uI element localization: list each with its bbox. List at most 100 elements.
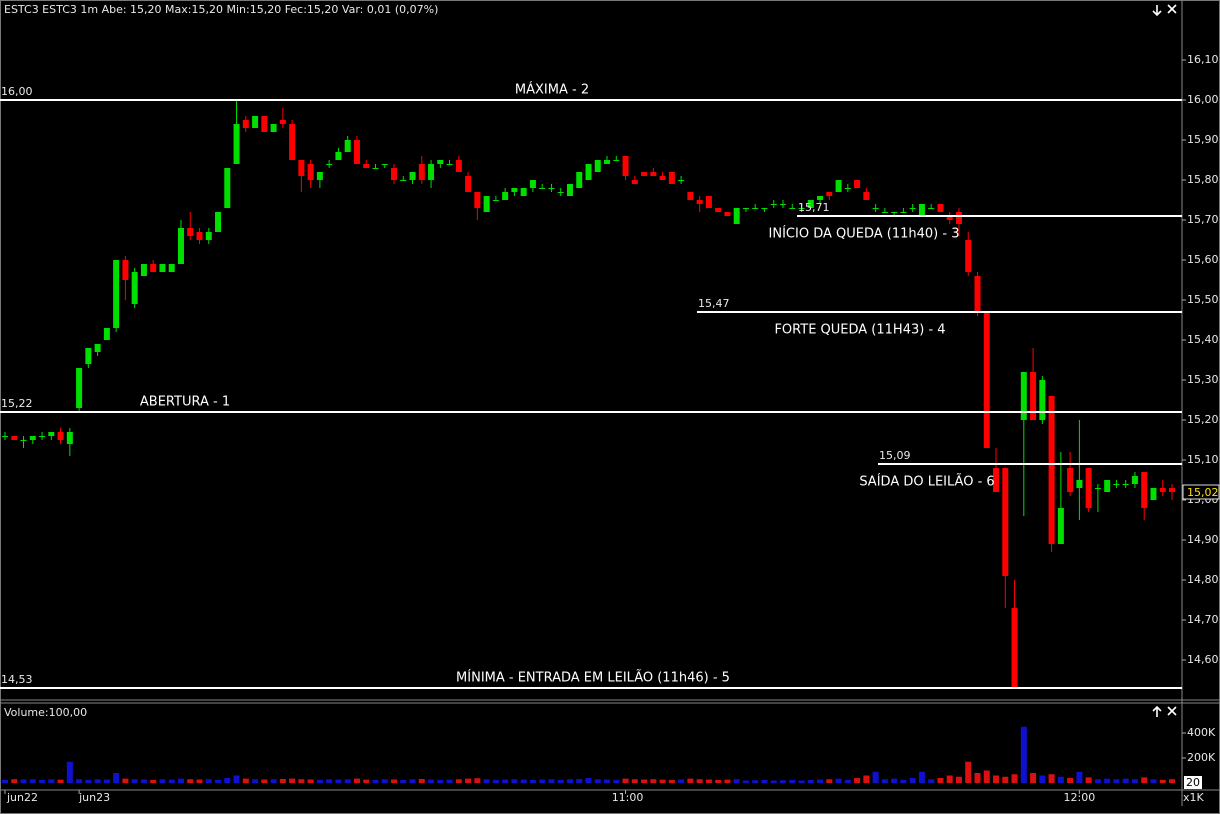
volume-bar [316, 779, 323, 783]
volume-bar [298, 779, 305, 783]
candle-body [187, 228, 194, 236]
candle-body [353, 140, 360, 164]
y-tick-label: 15,30 [1187, 373, 1219, 386]
volume-bar [974, 773, 981, 783]
volume-bar [11, 779, 18, 783]
candle-body [817, 196, 824, 200]
volume-bar [807, 779, 814, 783]
volume-bar [511, 779, 518, 783]
volume-bar [604, 779, 611, 783]
candle-body [242, 120, 249, 128]
volume-bar [1020, 726, 1027, 783]
volume-bar [687, 778, 694, 783]
volume-bar [520, 779, 527, 783]
y-tick-label: 14,80 [1187, 573, 1219, 586]
volume-bar [529, 779, 536, 783]
panel-icons[interactable] [1152, 4, 1177, 717]
candle-body [594, 160, 601, 172]
candle-body [1020, 372, 1027, 420]
candle-body [798, 208, 805, 209]
candle-body [446, 164, 453, 165]
candle-body [233, 124, 240, 164]
candle-body [316, 172, 323, 180]
candle-body [279, 120, 286, 124]
candle-body [335, 152, 342, 160]
candle-body [844, 188, 851, 189]
y-tick-label: 15,90 [1187, 133, 1219, 146]
volume-bar [418, 779, 425, 783]
candle-body [492, 200, 499, 201]
candle-body [937, 204, 944, 212]
candle-body [724, 212, 731, 216]
candle-body [418, 164, 425, 180]
move-down-icon[interactable] [1152, 5, 1162, 17]
close-icon[interactable] [1167, 4, 1177, 14]
candle-body [66, 432, 73, 444]
volume-bar [1011, 774, 1018, 783]
candle-body [854, 180, 861, 188]
candle-body [400, 180, 407, 181]
volume-bar [955, 776, 962, 783]
volume-bar [344, 779, 351, 783]
candle-body [613, 160, 620, 161]
volume-bar [483, 779, 490, 783]
y-tick-label: 15,50 [1187, 293, 1219, 306]
volume-bar [733, 779, 740, 783]
y-tick-label: 16,00 [1187, 93, 1219, 106]
candle-body [742, 208, 749, 209]
candle-body [993, 468, 1000, 492]
candle-body [270, 124, 277, 132]
candle-body [140, 264, 147, 276]
volume-bar [187, 779, 194, 783]
candle-body [474, 192, 481, 208]
candle-body [48, 432, 55, 436]
volume-bar [94, 779, 101, 783]
candle-body [576, 172, 583, 188]
x-tick-label: jun22 [6, 791, 38, 804]
candle-body [1113, 484, 1120, 485]
volume-bar [752, 780, 759, 783]
y-tick-label: 14,60 [1187, 653, 1219, 666]
volume-bar [335, 779, 342, 783]
candle-body [224, 168, 231, 208]
volume-bar [1057, 776, 1064, 783]
candle-body [955, 212, 962, 224]
volume-bar [826, 779, 833, 783]
candle-body [511, 188, 518, 192]
move-up-icon[interactable] [1152, 705, 1162, 717]
volume-bar [1085, 777, 1092, 783]
volume-bar [1039, 775, 1046, 783]
volume-bar [177, 778, 184, 783]
volume-bar [168, 779, 175, 783]
close-icon[interactable] [1167, 706, 1177, 716]
candle-body [1159, 488, 1166, 492]
volume-bar [400, 779, 407, 783]
annotation-text: INÍCIO DA QUEDA (11h40) - 3 [769, 226, 960, 242]
volume-bar [557, 779, 564, 783]
volume-bar [641, 779, 648, 783]
volume-bar [391, 779, 397, 783]
candle-body [307, 164, 314, 180]
volume-bar [928, 779, 935, 783]
volume-bar [326, 779, 333, 783]
volume-bar [937, 778, 944, 783]
candle-body [1067, 468, 1074, 492]
volume-bar [918, 771, 925, 783]
candle-body [557, 192, 564, 193]
last-price-label: 15,02 [1187, 486, 1219, 499]
volume-bar [372, 779, 379, 783]
scale-box [1184, 776, 1202, 789]
volume-bar [76, 779, 83, 783]
candle-body [289, 124, 296, 160]
candle-body [659, 176, 666, 180]
candle-body [1030, 372, 1037, 420]
candle-body [1076, 480, 1083, 488]
y-tick-label: 14,70 [1187, 613, 1219, 626]
volume-bar [1169, 779, 1175, 783]
volume-bar [789, 779, 796, 783]
volume-bar [844, 779, 851, 783]
candle-body [1039, 380, 1046, 420]
y-tick-label: 15,40 [1187, 333, 1219, 346]
volume-bar [576, 779, 583, 783]
volume-bar [872, 771, 879, 783]
